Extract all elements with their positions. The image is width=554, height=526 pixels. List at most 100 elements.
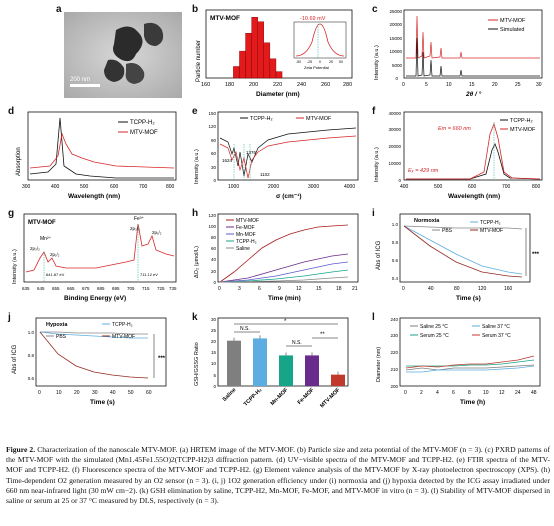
y-tick: 220: [390, 350, 398, 355]
x-tick: 30: [92, 390, 98, 396]
x-tick: 655: [52, 286, 60, 291]
x-tick: 600: [110, 184, 119, 190]
histogram-bar: [233, 66, 240, 79]
y-tick: 0: [213, 280, 216, 285]
chart-e: Intensity (a.u.) 0 30 60 90 120 150 1624…: [194, 111, 359, 200]
legend-label: MTV-MOF: [112, 334, 135, 340]
inset-tick: 25: [329, 60, 333, 64]
chart-title: MTV-MOF: [28, 220, 56, 226]
y-tick: 0: [213, 178, 216, 183]
y-tick: 10: [211, 361, 217, 366]
legend-label: MTV-MOF: [130, 130, 158, 136]
x-tick: 400: [400, 184, 409, 190]
panel-label: l: [372, 312, 375, 323]
legend-label: Serum 25 °C: [420, 333, 449, 339]
series-line-pbs: [403, 225, 523, 230]
plot-frame: [217, 111, 359, 181]
histogram-bar: [269, 58, 277, 79]
y-axis-label: Diameter (nm): [376, 347, 382, 382]
scale-bar: [70, 84, 100, 87]
x-tick: 735: [169, 286, 177, 291]
y-axis-label: Particle number: [196, 40, 202, 82]
y-tick: 60: [211, 246, 217, 251]
x-tick: 300: [22, 184, 31, 190]
y-axis-label: Intensity (a.u.): [12, 249, 18, 284]
series-line-tcpp-h2: [29, 117, 174, 179]
y-axis-label: Absorption: [16, 147, 22, 176]
legend-label: MTV-MOF: [480, 228, 503, 234]
x-tick: 705: [127, 286, 135, 291]
y-tick: 80: [211, 235, 217, 240]
peak-label: 1102: [260, 172, 270, 177]
y-axis-label: Abs of ICG: [12, 344, 18, 374]
y-tick: 0: [213, 384, 216, 389]
peak-label: 2p₁/₂: [152, 230, 162, 235]
significance-label: *: [284, 319, 287, 325]
series-line-tcpp-h2: [403, 225, 523, 275]
x-tick: 60: [146, 390, 152, 396]
panel-a: a 200 nm: [6, 2, 186, 102]
panel-label: e: [192, 106, 198, 117]
x-axis-label: Time (min): [268, 295, 301, 302]
legend-label: PBS: [56, 334, 67, 340]
mof-particle: [144, 22, 164, 46]
x-axis-label: Wavelength (nm): [448, 193, 500, 200]
y-tick: 5: [213, 373, 216, 378]
histogram-bar: [245, 33, 252, 79]
x-tick: 30: [536, 82, 542, 88]
plot-frame: [217, 213, 359, 283]
x-tick: 40: [110, 390, 116, 396]
panel-label: h: [192, 208, 199, 219]
series-line-mtv-mof: [403, 225, 523, 278]
peak-label: 2p₃/₂: [130, 226, 140, 231]
inset-tick: -25: [307, 60, 312, 64]
x-tick: 260: [321, 82, 330, 88]
y-tick: 240: [390, 317, 398, 322]
series-line-pbs: [40, 331, 148, 335]
x-tick: 700: [502, 184, 511, 190]
caption-label: Figure 2.: [6, 445, 36, 454]
histogram-bar: [251, 16, 258, 79]
y-tick: 0.6: [392, 258, 399, 263]
chart-title: Normoxia: [414, 218, 440, 224]
x-tick: 500: [434, 184, 443, 190]
series-line-serum-25: [406, 359, 535, 367]
panel-f: f Intensity (a.u.) 0 10000 20000 30000 4…: [370, 104, 550, 204]
gsh-bar: [227, 340, 241, 386]
x-tick: 635: [22, 286, 30, 291]
category-label: Saline: [222, 387, 238, 403]
y-axis-label: Abs of ICG: [376, 240, 382, 270]
y-tick: 5000: [392, 63, 403, 68]
y-tick: 1.0: [28, 330, 35, 335]
chart-g: Intensity (a.u.) MTV-MOF Mn²⁺ 2p₃/₂ 2p₁/…: [12, 213, 177, 302]
chart-h: ΔO₂ (μmol/L) 0 20 40 60 80 100 120 MTV-M…: [194, 213, 359, 302]
y-tick: 0: [398, 178, 401, 183]
gsh-bars: [227, 335, 345, 386]
significance-label: N.S.: [292, 340, 302, 346]
tem-image: 200 nm: [64, 12, 182, 98]
zeta-value: -10.69 mV: [300, 16, 326, 22]
x-axis-label: Time (s): [456, 295, 481, 302]
x-tick: 160: [201, 82, 210, 88]
x-tick: 645: [37, 286, 45, 291]
x-axis-label: Binding Energy (eV): [64, 295, 126, 302]
x-axis-label: Time (s): [90, 399, 115, 406]
y-tick: 30: [211, 317, 217, 322]
legend-label: TCPP-H₂: [250, 116, 273, 122]
series-line-tcpp-h2: [219, 269, 349, 283]
x-tick: 800: [166, 184, 175, 190]
x-tick: 25: [515, 82, 521, 88]
mof-particle: [113, 26, 143, 62]
x-tick: 8: [468, 390, 471, 396]
gsh-bar: [279, 355, 293, 386]
mof-particle: [125, 63, 145, 84]
y-tick: 10000: [388, 161, 401, 166]
legend-label: MTV-MOF: [500, 18, 526, 24]
x-tick: 180: [225, 82, 234, 88]
panel-i: i Abs of ICG Normoxia 0.4 0.6 0.8 1.0 **…: [370, 206, 550, 306]
x-tick: 10: [56, 390, 62, 396]
x-tick: 3000: [308, 184, 319, 190]
series-line-serum-37: [405, 355, 535, 369]
category-labels: Saline TCPP-H₂ Mn-MOF Fe-MOF MTV-MOF: [222, 387, 342, 410]
panel-j: j Abs of ICG Hypoxia 0.6 0.8 1.0 *** PBS…: [6, 310, 186, 410]
